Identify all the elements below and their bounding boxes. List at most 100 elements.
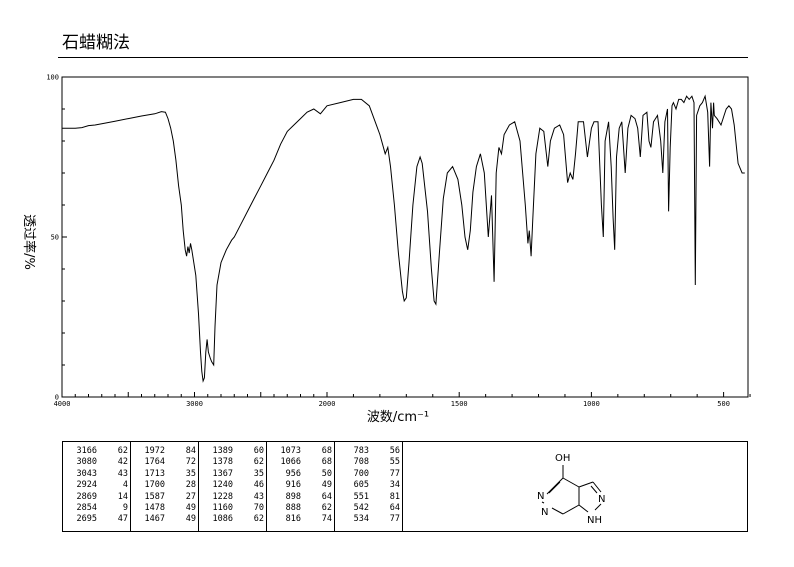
peak-transmittance: 72 [185, 457, 196, 468]
peak-transmittance: 64 [389, 502, 400, 513]
chart-title: 石蜡糊法 [62, 33, 130, 53]
x-axis-label: 波数/cm⁻¹ [367, 410, 429, 425]
y-tick-label: 100 [46, 74, 59, 82]
peak-row: 1240 46 [203, 480, 264, 491]
atom-n-right: N [598, 494, 605, 505]
peak-row: 783 56 [339, 446, 400, 457]
plot-frame [61, 76, 749, 398]
peak-row: 1764 72 [135, 457, 196, 468]
peak-wavenumber: 1478 [144, 502, 165, 513]
peak-wavenumber: 1764 [144, 457, 165, 468]
peak-row: 3166 62 [67, 446, 128, 457]
peak-transmittance: 35 [185, 468, 196, 479]
peak-row: 1066 68 [271, 457, 332, 468]
peak-row: 1086 62 [203, 514, 264, 525]
peak-transmittance: 27 [185, 491, 196, 502]
peak-row: 1073 68 [271, 446, 332, 457]
peak-transmittance: 60 [253, 446, 264, 456]
peak-transmittance: 77 [389, 514, 400, 525]
peak-transmittance: 74 [321, 514, 332, 525]
peak-wavenumber: 1073 [280, 446, 301, 456]
peak-wavenumber: 700 [353, 468, 369, 479]
x-tick-label: 2000 [319, 400, 336, 408]
peak-wavenumber: 534 [353, 514, 369, 525]
peak-transmittance: 68 [321, 457, 332, 468]
peak-transmittance: 50 [321, 468, 332, 479]
peak-transmittance: 70 [253, 502, 264, 513]
peak-row: 916 49 [271, 480, 332, 491]
peak-transmittance: 28 [185, 480, 196, 491]
peak-transmittance: 14 [117, 491, 128, 502]
x-tick-label: 4000 [54, 400, 71, 408]
peak-row: 1389 60 [203, 446, 264, 457]
peak-column: 3166 62 3080 42 3043 43 2924 4 2869 14 2854 9 2695 47 [63, 442, 131, 531]
peak-wavenumber: 1240 [212, 480, 233, 491]
peak-row: 1700 28 [135, 480, 196, 491]
atom-n-bottom: N [541, 507, 548, 518]
atom-n-left: N [537, 491, 544, 502]
peak-wavenumber: 888 [285, 502, 301, 513]
x-tick-label: 1500 [451, 400, 468, 408]
peak-transmittance: 9 [122, 502, 128, 513]
peak-wavenumber: 898 [285, 491, 301, 502]
peak-row: 816 74 [271, 514, 332, 525]
peak-row: 1367 35 [203, 469, 264, 480]
y-axis-ticks: 100 50 0 [46, 74, 67, 402]
peak-wavenumber: 1587 [144, 491, 165, 502]
peak-wavenumber: 2869 [76, 491, 97, 502]
peak-wavenumber: 3043 [76, 468, 97, 479]
peak-wavenumber: 1066 [280, 457, 301, 468]
peak-column: 1389 60 1378 62 1367 35 1240 46 1228 43 1160 70 1086… [199, 442, 267, 531]
peak-transmittance: 56 [389, 446, 400, 456]
peak-wavenumber: 1378 [212, 457, 233, 468]
peak-row: 888 62 [271, 503, 332, 514]
atom-nh: NH [587, 515, 602, 526]
atom-oh: OH [555, 453, 570, 464]
peak-transmittance: 46 [253, 480, 264, 491]
peak-row: 956 50 [271, 469, 332, 480]
peak-transmittance: 62 [253, 457, 264, 468]
peak-transmittance: 77 [389, 468, 400, 479]
peak-row: 1587 27 [135, 492, 196, 503]
spectrum-line [62, 94, 745, 383]
peak-transmittance: 43 [253, 491, 264, 502]
peak-wavenumber: 1972 [144, 446, 165, 456]
peak-wavenumber: 1086 [212, 514, 233, 525]
peak-wavenumber: 3166 [76, 446, 97, 456]
peak-transmittance: 68 [321, 446, 332, 456]
peak-column: 1972 84 1764 72 1713 35 1700 28 1587 27 1478 49 1467… [131, 442, 199, 531]
peak-row: 3080 42 [67, 457, 128, 468]
peak-row: 534 77 [339, 514, 400, 525]
peak-transmittance: 49 [321, 480, 332, 491]
peak-transmittance: 49 [185, 502, 196, 513]
peak-transmittance: 62 [253, 514, 264, 525]
peak-wavenumber: 542 [353, 502, 369, 513]
peak-wavenumber: 1467 [144, 514, 165, 525]
peak-transmittance: 64 [321, 491, 332, 502]
peak-wavenumber: 551 [353, 491, 369, 502]
peak-row: 1378 62 [203, 457, 264, 468]
peak-wavenumber: 2695 [76, 514, 97, 525]
peak-row: 708 55 [339, 457, 400, 468]
peak-transmittance: 81 [389, 491, 400, 502]
peak-row: 2869 14 [67, 492, 128, 503]
peak-row: 3043 43 [67, 469, 128, 480]
peak-row: 2695 47 [67, 514, 128, 525]
peak-transmittance: 4 [122, 480, 128, 491]
peak-wavenumber: 783 [353, 446, 369, 456]
peak-row: 1228 43 [203, 492, 264, 503]
peak-row: 700 77 [339, 469, 400, 480]
y-tick-label: 0 [55, 394, 59, 402]
peak-wavenumber: 1160 [212, 502, 233, 513]
peak-wavenumber: 2854 [76, 502, 97, 513]
peak-transmittance: 49 [185, 514, 196, 525]
y-axis-label: 透过率/% [21, 214, 37, 270]
peak-row: 1713 35 [135, 469, 196, 480]
peak-wavenumber: 1228 [212, 491, 233, 502]
peak-wavenumber: 1700 [144, 480, 165, 491]
peak-wavenumber: 816 [285, 514, 301, 525]
peak-transmittance: 34 [389, 480, 400, 491]
molecule-structure: OH N N N NH [403, 442, 747, 531]
peak-row: 2924 4 [67, 480, 128, 491]
